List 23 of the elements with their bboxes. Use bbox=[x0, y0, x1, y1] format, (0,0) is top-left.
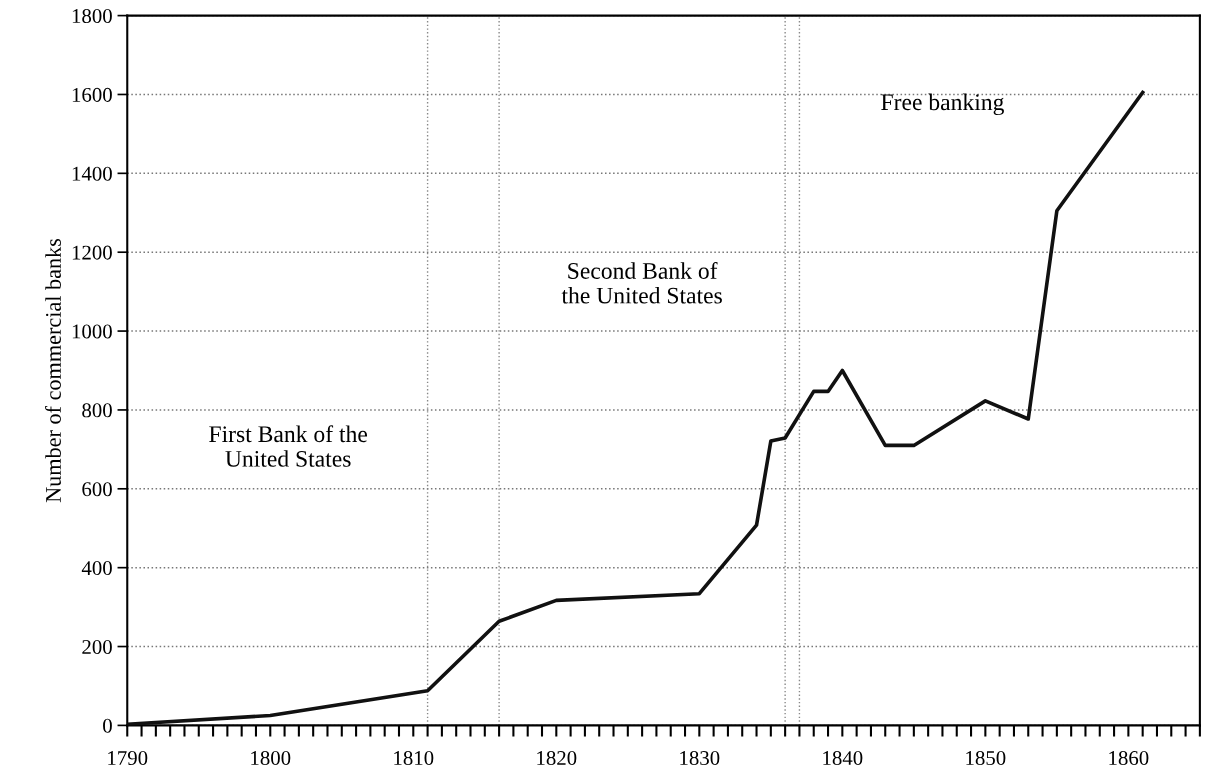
annotation: First Bank of the United States bbox=[209, 425, 368, 467]
x-tick-label: 1860 bbox=[1109, 751, 1149, 766]
annotation: Second Bank of the United States bbox=[561, 262, 722, 304]
x-tick-label: 1800 bbox=[251, 751, 291, 766]
annotation: Free banking bbox=[881, 93, 1004, 116]
x-tick-label: 1850 bbox=[966, 751, 1006, 766]
y-tick-label: 1200 bbox=[72, 245, 112, 260]
x-tick-label: 1810 bbox=[394, 751, 434, 766]
x-tick-label: 1820 bbox=[537, 751, 577, 766]
y-axis-title: Number of commercial banks bbox=[45, 238, 61, 503]
y-tick-label: 1000 bbox=[72, 324, 112, 339]
y-tick-label: 600 bbox=[82, 482, 112, 497]
x-tick-label: 1840 bbox=[823, 751, 863, 766]
y-tick-label: 1600 bbox=[72, 87, 112, 102]
y-tick-label: 0 bbox=[103, 718, 112, 733]
x-tick-label: 1830 bbox=[680, 751, 720, 766]
y-tick-label: 400 bbox=[81, 561, 112, 576]
y-tick-label: 1800 bbox=[72, 8, 112, 24]
x-tick-label: 1790 bbox=[108, 751, 148, 766]
y-tick-label: 200 bbox=[82, 639, 112, 654]
line-series bbox=[127, 90, 1145, 726]
y-tick-label: 1400 bbox=[72, 166, 112, 181]
y-tick-label: 800 bbox=[82, 403, 112, 418]
